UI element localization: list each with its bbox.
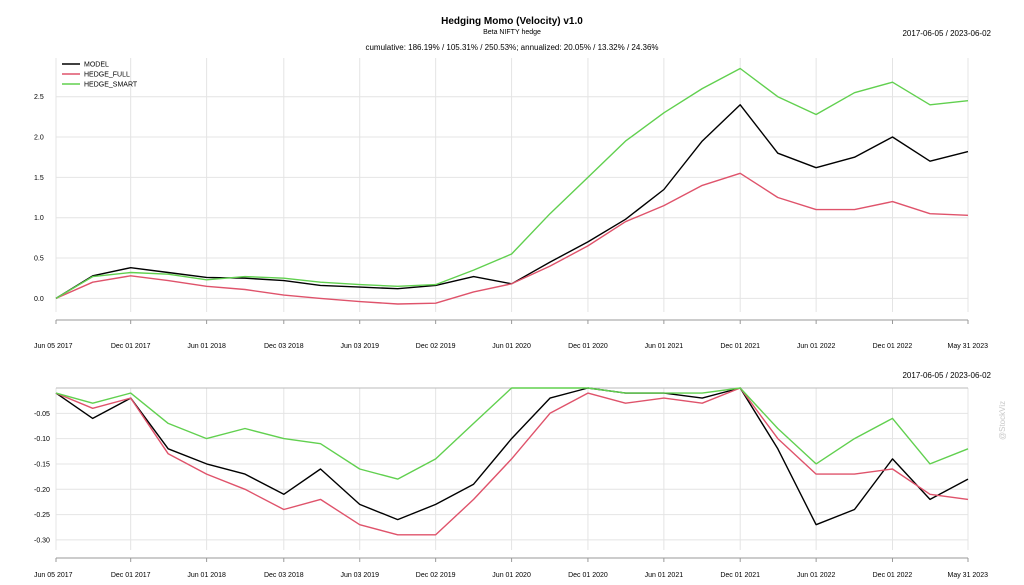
y-tick-label: -0.15 (34, 461, 50, 468)
performance-summary: cumulative: 186.19% / 105.31% / 250.53%;… (365, 43, 659, 52)
x-tick-label: Jun 01 2021 (645, 572, 684, 579)
x-tick-label: Dec 01 2017 (111, 343, 151, 350)
legend: MODEL HEDGE_FULL HEDGE_SMART (62, 62, 138, 89)
x-tick-label: Dec 03 2018 (264, 343, 304, 350)
y-tick-label: -0.25 (34, 512, 50, 519)
x-tick-label: Dec 01 2020 (568, 343, 608, 350)
x-tick-label: Jun 01 2020 (492, 343, 531, 350)
x-tick-label: Dec 01 2020 (568, 572, 608, 579)
chart-title: Hedging Momo (Velocity) v1.0 (441, 16, 583, 27)
x-tick-label: Jun 01 2021 (645, 343, 684, 350)
y-tick-label: -0.10 (34, 436, 50, 443)
y-tick-label: 2.5 (34, 94, 44, 101)
y-tick-label: 1.0 (34, 215, 44, 222)
y-tick-label: -0.05 (34, 411, 50, 418)
y-tick-label: 0.5 (34, 256, 44, 263)
x-tick-label: Jun 01 2018 (187, 572, 226, 579)
series-line-hedge-full (55, 387, 969, 536)
x-tick-label: Dec 03 2018 (264, 572, 304, 579)
x-tick-label: Jun 03 2019 (340, 572, 379, 579)
cumulative-returns-panel: 0.0 0.5 1.0 1.5 2.0 2.5 Jun 05 2017 Dec 01 2017… (34, 58, 988, 350)
x-tick-label: Jun 05 2017 (34, 572, 73, 579)
x-tick-label: May 31 2023 (948, 572, 989, 579)
y-tick-label: -0.20 (34, 487, 50, 494)
x-tick-label: May 31 2023 (948, 343, 989, 350)
y-tick-label: 1.5 (34, 175, 44, 182)
x-tick-label: Dec 01 2021 (720, 572, 760, 579)
chart-subtitle: Beta NIFTY hedge (483, 29, 541, 36)
x-tick-label: Dec 02 2019 (416, 343, 456, 350)
y-tick-label: -0.30 (34, 537, 50, 544)
legend-label: MODEL (84, 62, 109, 69)
y-tick-label: 2.0 (34, 135, 44, 142)
bottom-panel-date-range: 2017-06-05 / 2023-06-02 (902, 371, 991, 380)
x-tick-label: Jun 01 2020 (492, 572, 531, 579)
x-tick-label: Dec 01 2017 (111, 572, 151, 579)
top-panel-date-range: 2017-06-05 / 2023-06-02 (902, 29, 991, 38)
series-line-model (55, 387, 969, 526)
drawdown-panel: -0.05 -0.10 -0.15 -0.20 -0.25 -0.30 Jun 05 201… (34, 387, 989, 579)
x-tick-label: Dec 01 2022 (873, 343, 913, 350)
x-tick-label: Jun 03 2019 (340, 343, 379, 350)
x-tick-label: Jun 01 2022 (797, 572, 836, 579)
legend-label: HEDGE_FULL (84, 72, 130, 79)
y-tick-label: 0.0 (34, 296, 44, 303)
series-line-hedge-smart (55, 387, 969, 480)
series-line-hedge-smart (55, 67, 969, 300)
legend-label: HEDGE_SMART (84, 82, 138, 89)
x-tick-label: Dec 02 2019 (416, 572, 456, 579)
x-tick-label: Dec 01 2021 (720, 343, 760, 350)
x-tick-label: Jun 05 2017 (34, 343, 73, 350)
series-line-hedge-full (55, 172, 969, 305)
x-tick-label: Jun 01 2018 (187, 343, 226, 350)
x-tick-label: Jun 01 2022 (797, 343, 836, 350)
x-tick-label: Dec 01 2022 (873, 572, 913, 579)
